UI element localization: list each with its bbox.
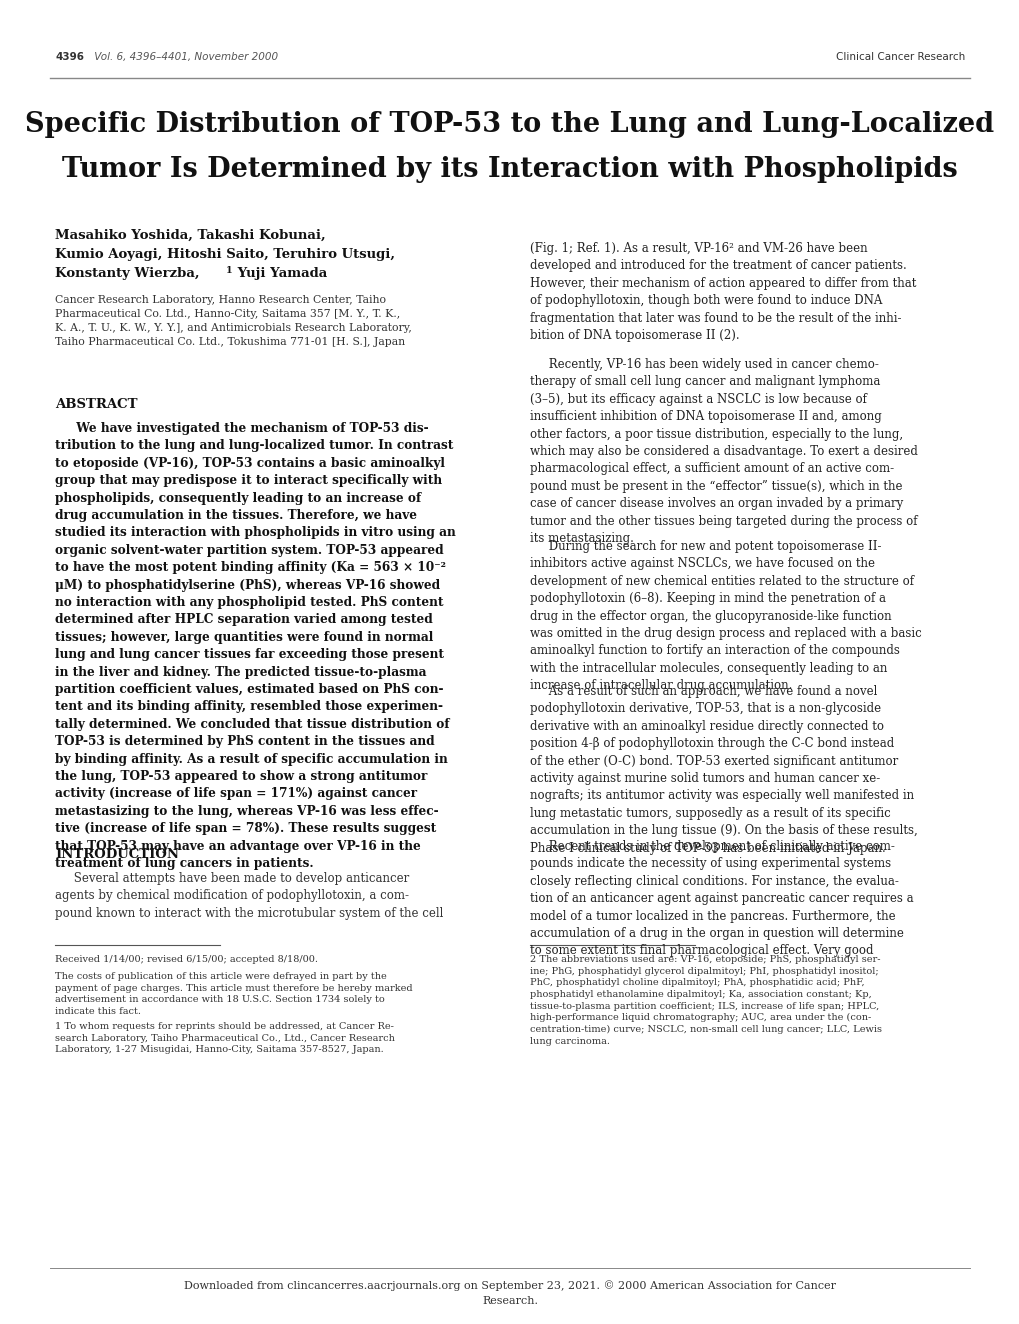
- Text: As a result of such an approach, we have found a novel
podophyllotoxin derivativ: As a result of such an approach, we have…: [530, 685, 917, 854]
- Text: The costs of publication of this article were defrayed in part by the
payment of: The costs of publication of this article…: [55, 972, 413, 1016]
- Text: During the search for new and potent topoisomerase II-
inhibitors active against: During the search for new and potent top…: [530, 540, 921, 692]
- Text: Cancer Research Laboratory, Hanno Research Center, Taiho
Pharmaceutical Co. Ltd.: Cancer Research Laboratory, Hanno Resear…: [55, 295, 412, 347]
- Text: 1 To whom requests for reprints should be addressed, at Cancer Re-
search Labora: 1 To whom requests for reprints should b…: [55, 1022, 394, 1054]
- Text: Kumio Aoyagi, Hitoshi Saito, Teruhiro Utsugi,: Kumio Aoyagi, Hitoshi Saito, Teruhiro Ut…: [55, 248, 394, 261]
- Text: Several attempts have been made to develop anticancer
agents by chemical modific: Several attempts have been made to devel…: [55, 873, 443, 920]
- Text: Vol. 6, 4396–4401, November 2000: Vol. 6, 4396–4401, November 2000: [91, 52, 278, 62]
- Text: Tumor Is Determined by its Interaction with Phospholipids: Tumor Is Determined by its Interaction w…: [62, 156, 957, 183]
- Text: 1: 1: [226, 266, 232, 275]
- Text: Yuji Yamada: Yuji Yamada: [232, 267, 327, 279]
- Text: Masahiko Yoshida, Takashi Kobunai,: Masahiko Yoshida, Takashi Kobunai,: [55, 229, 325, 242]
- Text: Recent trends in the development of clinically active com-
pounds indicate the n: Recent trends in the development of clin…: [530, 839, 913, 957]
- Text: Clinical Cancer Research: Clinical Cancer Research: [835, 52, 964, 62]
- Text: 2 The abbreviations used are: VP-16, etoposide; PhS, phosphatidyl ser-
ine; PhG,: 2 The abbreviations used are: VP-16, eto…: [530, 955, 881, 1046]
- Text: INTRODUCTION: INTRODUCTION: [55, 847, 178, 861]
- Text: Downloaded from clincancerres.aacrjournals.org on September 23, 2021. © 2000 Ame: Downloaded from clincancerres.aacrjourna…: [183, 1280, 836, 1291]
- Text: Recently, VP-16 has been widely used in cancer chemo-
therapy of small cell lung: Recently, VP-16 has been widely used in …: [530, 357, 917, 545]
- Text: Research.: Research.: [482, 1296, 537, 1305]
- Text: Specific Distribution of TOP-53 to the Lung and Lung-Localized: Specific Distribution of TOP-53 to the L…: [25, 111, 994, 138]
- Text: Received 1/14/00; revised 6/15/00; accepted 8/18/00.: Received 1/14/00; revised 6/15/00; accep…: [55, 955, 318, 964]
- Text: Konstanty Wierzba,: Konstanty Wierzba,: [55, 267, 200, 279]
- Text: 4396: 4396: [55, 52, 84, 62]
- Text: ABSTRACT: ABSTRACT: [55, 399, 138, 410]
- Text: (Fig. 1; Ref. 1). As a result, VP-16² and VM-26 have been
developed and introduc: (Fig. 1; Ref. 1). As a result, VP-16² an…: [530, 242, 915, 342]
- Text: We have investigated the mechanism of TOP-53 dis-
tribution to the lung and lung: We have investigated the mechanism of TO…: [55, 422, 455, 870]
